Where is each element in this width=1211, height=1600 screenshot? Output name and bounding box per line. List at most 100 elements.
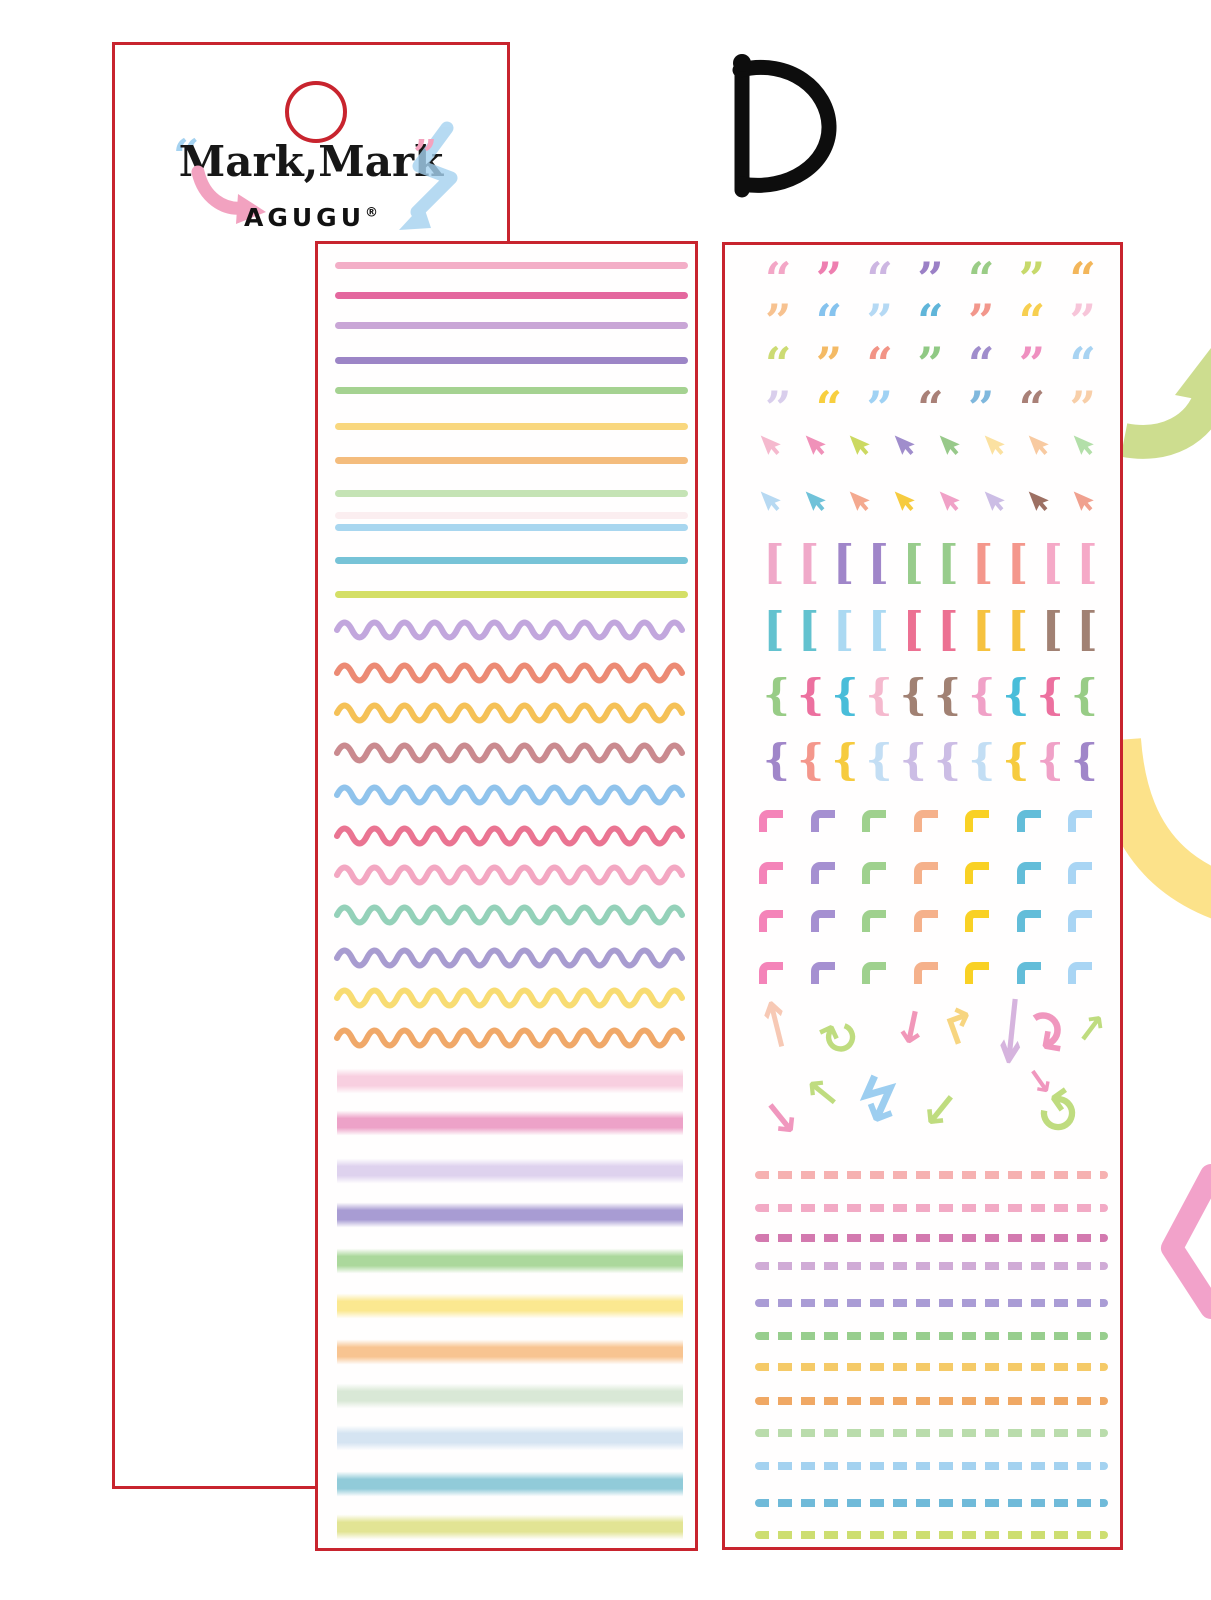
pink-arrow-shaft [191, 165, 249, 215]
bracket-sticker: [ [971, 535, 994, 589]
bracket-sticker: { [1036, 735, 1064, 784]
bracket-sticker: [ [1041, 602, 1064, 656]
quote-sticker: ” [968, 381, 995, 435]
corner-mark-sticker [1068, 810, 1092, 832]
line-sticker [335, 423, 688, 430]
bracket-sticker: { [899, 735, 927, 784]
corner-mark-sticker [913, 862, 938, 884]
wavy-line-sticker [334, 947, 685, 969]
quote-sticker-row: “” “” “” “ [765, 256, 1096, 302]
doodle-arrow-sticker: ↖ [802, 1067, 843, 1120]
dotted-line-sticker [755, 1462, 1108, 1470]
highlighter-bar-sticker [337, 1471, 683, 1497]
quote-sticker: “ [968, 252, 995, 306]
bracket-sticker: [ [936, 535, 959, 589]
doodle-arrow-sticker: ↘ [758, 1089, 803, 1147]
quote-sticker: ” [1069, 294, 1096, 348]
cursor-arrow-shape [805, 491, 826, 512]
quote-sticker: “ [968, 337, 995, 391]
wavy-line-sticker [334, 864, 685, 886]
highlighter-bar-sticker [337, 1293, 683, 1319]
corner-mark-sticker [913, 962, 938, 984]
blue-zigzag-arrow-icon [399, 121, 458, 230]
wave-path [334, 864, 685, 886]
bracket-sticker: [ [867, 535, 890, 589]
cursor-arrow-shape [1028, 435, 1049, 456]
corner-mark-sticker [965, 910, 989, 932]
wave-path [334, 702, 685, 724]
quote-sticker: “ [765, 252, 792, 306]
wave-path [334, 947, 685, 969]
bracket-sticker: { [1036, 670, 1064, 719]
quote-sticker-row: ” “” “” “” [765, 298, 1096, 344]
dotted-line-sticker [755, 1499, 1108, 1507]
quote-sticker: ” [1018, 252, 1046, 306]
highlighter-bar-sticker [337, 1514, 683, 1540]
cursor-arrow-sticker [1028, 435, 1049, 456]
wavy-line-sticker [334, 904, 685, 926]
brand-name: Mark,Mark [178, 137, 444, 186]
quote-sticker: ” [866, 294, 893, 348]
symbols-sheet: “” “” “” “” “” “” “” “” “” “” “” “” “” “”[[[[[[[[[[[[… [722, 242, 1123, 1550]
wave-path [334, 619, 685, 641]
letter-d-bowl [732, 59, 837, 193]
cursor-arrow-sticker [984, 435, 1005, 456]
wavy-line-sticker [334, 1027, 685, 1049]
doodle-arrow-sticker: ↻ [811, 1005, 870, 1071]
line-sticker [335, 357, 688, 364]
corner-mark-sticker [810, 862, 835, 884]
cursor-arrow-sticker [984, 491, 1005, 512]
doodle-arrow-sticker: ↱ [932, 994, 988, 1058]
corner-mark-sticker [862, 862, 886, 884]
corner-mark-sticker [759, 910, 783, 932]
corner-mark-sticker [759, 862, 783, 884]
line-sticker [335, 322, 688, 329]
corner-mark-sticker [1016, 962, 1041, 984]
quote-sticker: “ [1069, 252, 1096, 306]
bracket-sticker: [ [902, 535, 924, 589]
bracket-sticker: { [763, 735, 791, 784]
wavy-line-sticker [334, 702, 685, 724]
green-ribbon-arrowhead [1175, 348, 1211, 402]
quote-sticker: “ [1018, 294, 1046, 348]
corner-sticker-row [759, 810, 1092, 832]
bracket-sticker: [ [936, 602, 959, 656]
bracket-sticker: { [934, 735, 962, 784]
registered-mark: ® [365, 205, 378, 221]
dotted-line-sticker [755, 1299, 1108, 1307]
dotted-line-sticker [755, 1204, 1108, 1212]
doodle-arrow-sticker: ↙ [918, 1081, 963, 1139]
bracket-sticker: { [968, 670, 996, 719]
bracket-sticker: [ [797, 535, 820, 589]
quote-sticker: “ [815, 294, 843, 348]
highlighter-bar-sticker [337, 1202, 683, 1228]
cursor-arrow-shape [760, 435, 781, 456]
bracket-sticker: { [865, 670, 893, 719]
cursor-arrow-sticker [1073, 435, 1094, 456]
cursor-arrow-sticker [850, 491, 871, 512]
quote-sticker: ” [1069, 381, 1096, 435]
cursor-arrow-shape [984, 491, 1005, 512]
blue-zigzag-head [399, 204, 431, 230]
highlighter-bar-sticker [337, 1248, 683, 1274]
wave-path [334, 825, 685, 847]
bracket-sticker: { [1002, 670, 1030, 719]
corner-mark-sticker [1016, 810, 1041, 832]
wavy-line-sticker [334, 825, 685, 847]
wavy-line-sticker [334, 619, 685, 641]
wave-path [334, 662, 685, 684]
wavy-line-sticker [334, 742, 685, 764]
quote-sticker-row: “” “” “” “ [765, 341, 1096, 387]
dotted-line-sticker [755, 1363, 1108, 1371]
cursor-arrow-sticker [894, 435, 915, 456]
corner-mark-sticker [965, 962, 989, 984]
cursor-arrow-shape [984, 435, 1005, 456]
quote-sticker: ” [968, 294, 995, 348]
wavy-line-sticker [334, 784, 685, 806]
cursor-arrow-shape [894, 491, 915, 512]
cursor-arrow-sticker [805, 491, 826, 512]
quote-sticker: ” [765, 294, 792, 348]
dotted-line-sticker [755, 1429, 1108, 1437]
doodle-arrow-sticker: ↑ [750, 985, 803, 1066]
